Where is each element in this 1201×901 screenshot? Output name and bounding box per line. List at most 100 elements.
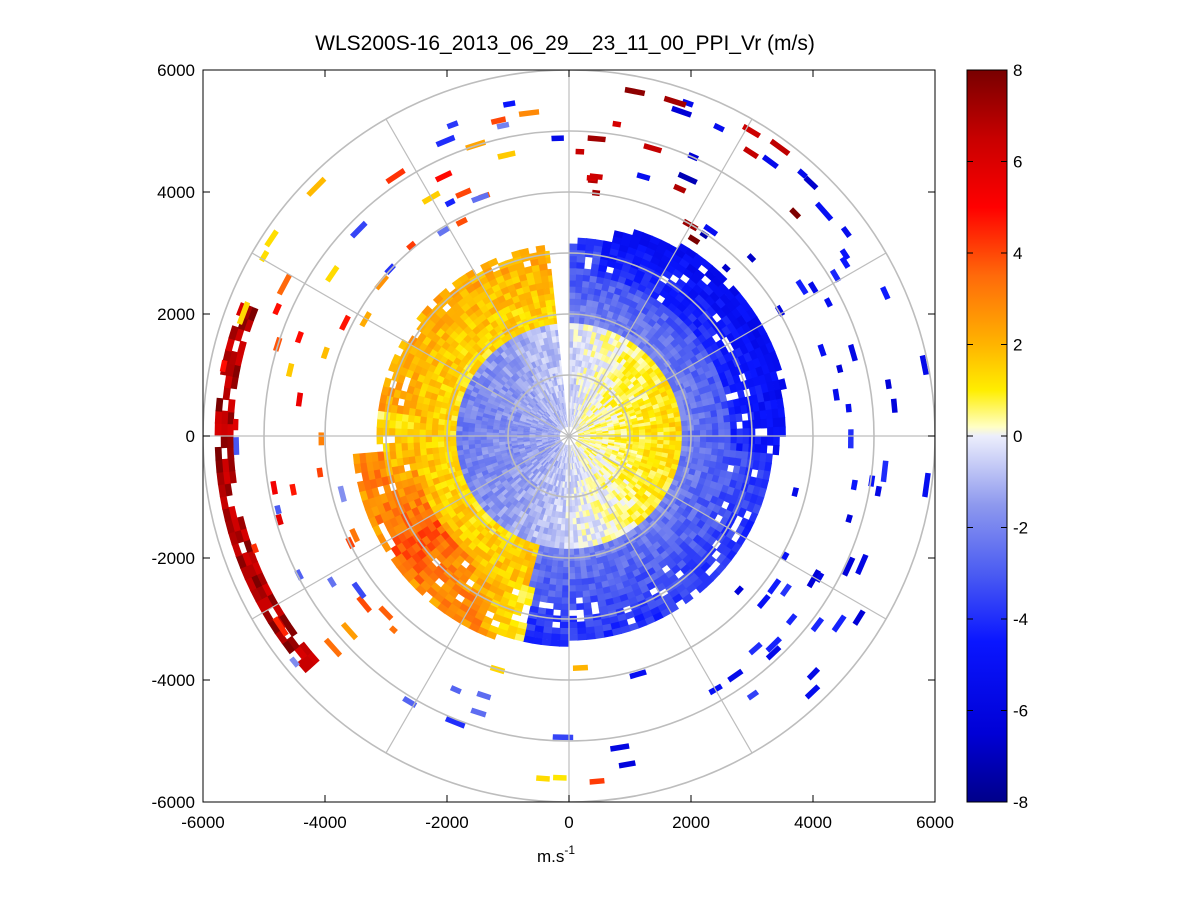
vr-cell: [600, 580, 610, 589]
vr-cell: [617, 416, 625, 421]
vr-cell: [591, 390, 598, 398]
vr-cell: [576, 468, 580, 476]
vr-cell: [431, 386, 441, 395]
vr-cell: [689, 258, 702, 270]
vr-cell: [605, 342, 613, 351]
vr-cell: [569, 267, 578, 275]
vr-cell: [589, 427, 596, 431]
vr-cell: [553, 473, 558, 480]
vr-cell: [715, 380, 724, 390]
vr-cell: [433, 458, 441, 466]
vr-cell: [549, 415, 555, 421]
vr-cell: [768, 390, 777, 402]
vr-cell: [535, 326, 542, 335]
vr-cell: [226, 434, 234, 448]
vr-cell: [374, 476, 384, 488]
vr-cell: [553, 433, 560, 436]
vr-cell: [661, 485, 670, 493]
vr-cell: [548, 342, 554, 350]
vr-cell: [721, 263, 731, 273]
vr-cell: [588, 496, 594, 504]
vr-cell: [577, 417, 582, 424]
vr-cell: [532, 418, 539, 424]
vr-cell: [478, 374, 487, 382]
vr-cell: [507, 510, 515, 519]
vr-cell: [598, 461, 605, 468]
vr-cell: [855, 553, 869, 576]
vr-cell: [460, 467, 469, 475]
vr-cell: [550, 399, 555, 407]
vr-cell: [437, 429, 445, 436]
vr-cell: [462, 444, 470, 450]
vr-cell: [485, 630, 497, 640]
vr-cell: [275, 513, 284, 526]
vr-cell: [548, 408, 554, 415]
vr-cell: [450, 414, 458, 422]
vr-cell: [593, 576, 602, 584]
vr-cell: [510, 440, 518, 444]
y-tick-label: 2000: [157, 305, 195, 324]
vr-cell: [527, 414, 534, 420]
vr-cell: [505, 403, 513, 409]
vr-cell: [533, 320, 541, 329]
vr-cell: [337, 485, 347, 503]
vr-cell: [596, 386, 603, 394]
vr-cell: [493, 467, 502, 475]
vr-cell: [624, 370, 633, 378]
vr-cell: [880, 460, 889, 483]
vr-cell: [401, 442, 408, 451]
vr-cell: [578, 467, 583, 475]
vr-cell: [378, 605, 394, 621]
vr-cell: [484, 405, 492, 412]
vr-cell: [556, 474, 561, 481]
vr-cell: [549, 386, 554, 394]
vr-cell: [596, 372, 602, 380]
vr-cell: [585, 238, 596, 246]
vr-cell: [602, 586, 611, 595]
vr-cell: [663, 95, 687, 108]
vr-cell: [584, 450, 590, 456]
vr-cell: [569, 261, 578, 269]
vr-cell: [522, 373, 529, 381]
vr-cell: [652, 611, 664, 622]
vr-cell: [573, 402, 577, 410]
vr-cell: [516, 408, 524, 415]
vr-cell: [535, 307, 543, 316]
vr-cell: [533, 587, 542, 596]
vr-cell: [728, 479, 738, 490]
vr-cell: [533, 498, 540, 506]
vr-cell: [573, 487, 577, 495]
vr-cell: [685, 247, 698, 260]
colorbar-tick-label: -6: [1013, 702, 1028, 721]
vr-cell: [590, 389, 596, 397]
vr-cell: [831, 614, 847, 633]
vr-cell: [765, 645, 782, 661]
vr-cell: [753, 452, 761, 462]
vr-cell: [585, 448, 592, 453]
vr-cell: [680, 450, 688, 458]
vr-cell: [480, 431, 487, 436]
vr-cell: [516, 437, 524, 441]
vr-cell: [601, 444, 608, 449]
vr-cell: [581, 422, 587, 428]
vr-cell: [286, 635, 300, 651]
vr-cell: [563, 450, 566, 458]
vr-cell: [459, 463, 468, 470]
vr-cell: [512, 483, 520, 491]
vr-cell: [691, 457, 699, 465]
vr-cell: [316, 467, 324, 478]
vr-cell: [599, 448, 606, 454]
vr-cell: [553, 436, 560, 438]
y-tick-label: -6000: [152, 793, 195, 812]
vr-cell: [531, 568, 540, 577]
vr-cell: [572, 415, 576, 422]
vr-cell: [488, 493, 497, 501]
vr-cell: [585, 632, 596, 640]
vr-cell: [589, 413, 596, 419]
vr-cell: [532, 631, 544, 639]
vr-cell: [600, 389, 607, 397]
vr-cell: [660, 409, 668, 416]
vr-cell: [614, 457, 622, 464]
vr-cell: [533, 469, 540, 476]
vr-cell: [504, 355, 512, 364]
